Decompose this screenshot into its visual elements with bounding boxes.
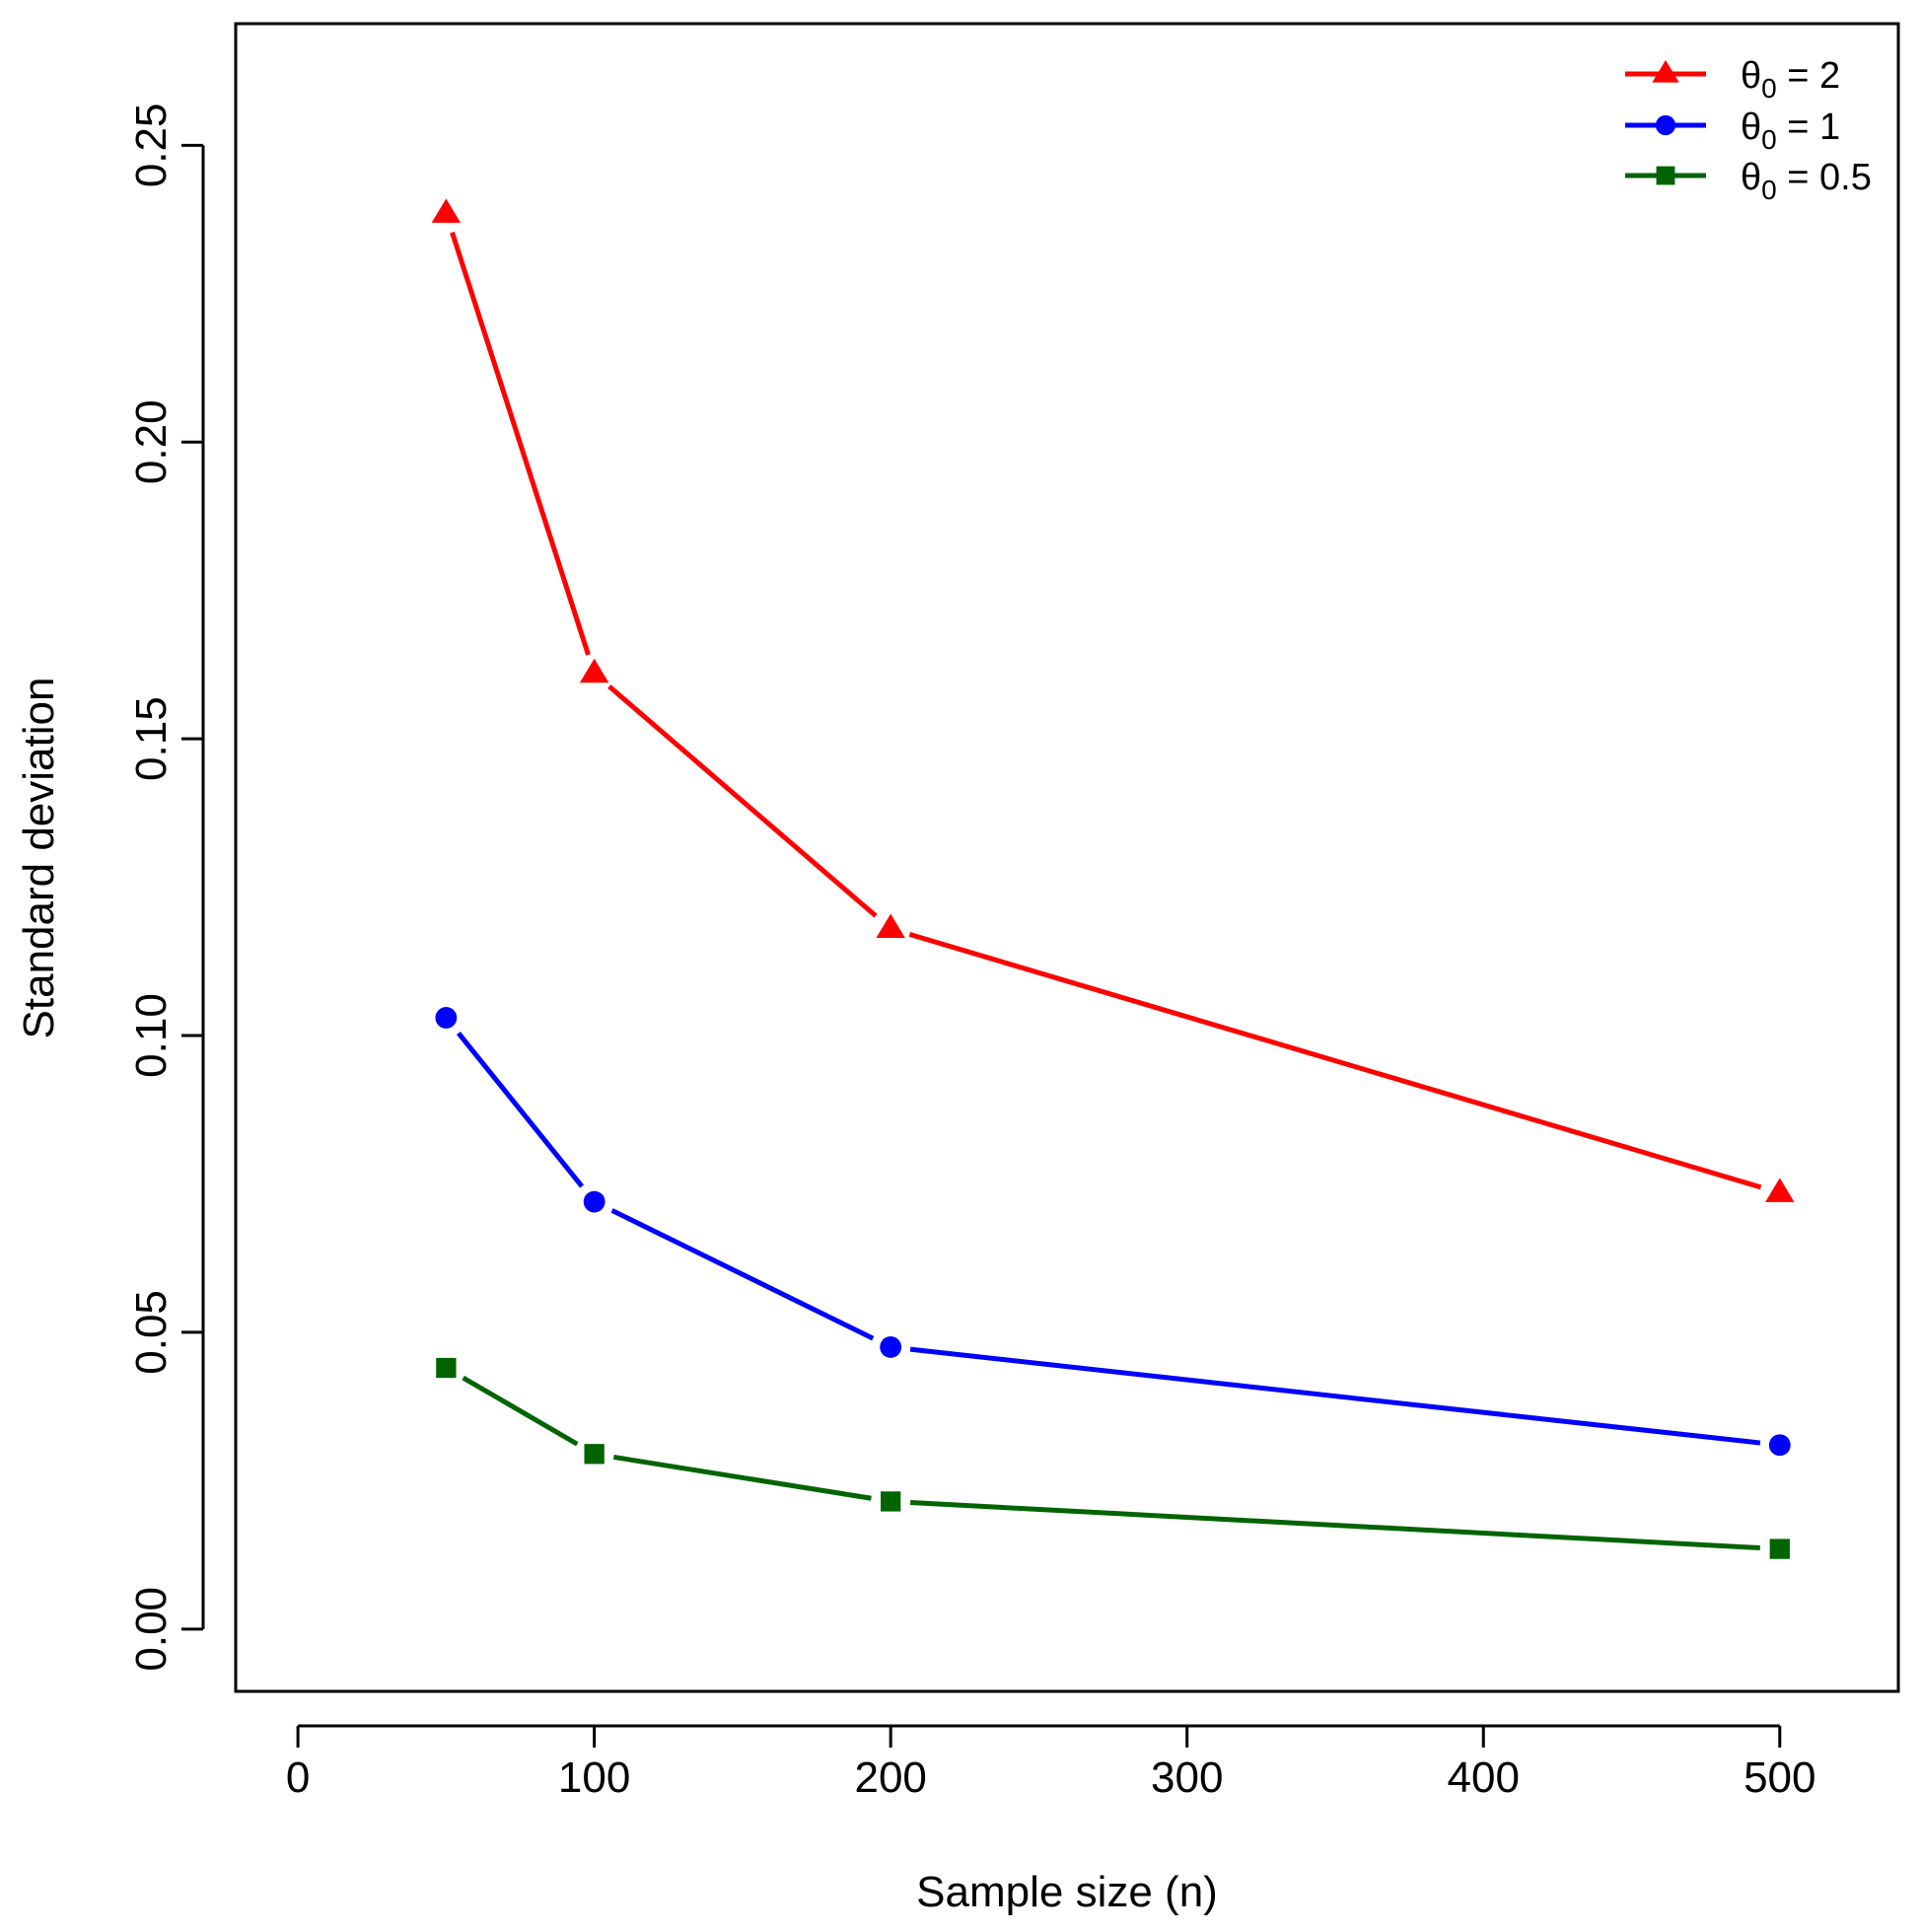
series-2 — [436, 1357, 1790, 1559]
y-tick-label: 0.20 — [127, 399, 176, 484]
series-line-segment — [462, 1375, 579, 1447]
circle-marker — [583, 1190, 605, 1213]
x-tick-label: 400 — [1448, 1753, 1520, 1802]
x-tick-label: 500 — [1744, 1753, 1815, 1802]
legend-subscript: 0 — [1761, 124, 1777, 155]
y-tick-label: 0.00 — [127, 1587, 176, 1672]
y-tick-label: 0.05 — [127, 1290, 176, 1375]
legend-symbol: θ — [1741, 55, 1761, 97]
square-marker — [1656, 166, 1675, 185]
circle-marker — [880, 1336, 902, 1358]
triangle-marker — [1765, 1178, 1795, 1202]
series-1 — [435, 1007, 1791, 1457]
series-0 — [431, 198, 1795, 1202]
y-tick-label: 0.10 — [127, 993, 176, 1078]
series-line-segment — [612, 1454, 872, 1501]
legend-value: = 1 — [1777, 107, 1840, 148]
legend-item: θ0 = 0.5 — [1625, 157, 1872, 205]
series-line-segment — [456, 1031, 585, 1188]
series-layer — [431, 198, 1795, 1559]
triangle-marker — [876, 913, 905, 939]
square-marker — [1769, 1538, 1790, 1559]
circle-marker — [435, 1007, 458, 1029]
triangle-marker — [431, 198, 462, 223]
square-marker — [436, 1357, 457, 1379]
legend-symbol: θ — [1741, 157, 1761, 198]
square-marker — [881, 1491, 901, 1512]
series-line-segment — [909, 1346, 1761, 1446]
legend-subscript: 0 — [1761, 175, 1777, 205]
legend: θ0 = 2θ0 = 1θ0 = 0.5 — [1625, 55, 1872, 205]
y-tick-label: 0.25 — [127, 104, 176, 188]
circle-marker — [1768, 1434, 1791, 1457]
series-line-segment — [910, 1500, 1760, 1551]
legend-label: θ0 = 0.5 — [1741, 157, 1872, 205]
series-line-segment — [607, 684, 878, 918]
legend-item: θ0 = 1 — [1625, 107, 1840, 155]
x-tick-label: 100 — [558, 1753, 630, 1802]
circle-marker — [1655, 114, 1676, 136]
legend-value: = 2 — [1777, 55, 1840, 97]
y-tick-label: 0.15 — [127, 696, 176, 781]
legend-label: θ0 = 2 — [1741, 55, 1840, 104]
square-marker — [584, 1444, 605, 1465]
legend-subscript: 0 — [1761, 73, 1777, 104]
triangle-marker — [1652, 59, 1679, 83]
x-axis-title: Sample size (n) — [916, 1868, 1218, 1916]
x-tick-label: 200 — [854, 1753, 926, 1802]
x-axis: 0 100 200 300 400 500 — [286, 1724, 1815, 1802]
series-line-segment — [450, 231, 591, 656]
series-line-segment — [610, 1208, 875, 1341]
legend-label: θ0 = 1 — [1741, 107, 1840, 155]
y-axis: 0.00 0.05 0.10 0.15 0.20 0.25 — [127, 104, 205, 1672]
legend-item: θ0 = 2 — [1625, 55, 1840, 104]
plot-frame — [234, 22, 1900, 1693]
y-axis-title: Standard deviation — [15, 678, 63, 1039]
x-tick-label: 0 — [286, 1753, 310, 1802]
x-tick-label: 300 — [1151, 1753, 1223, 1802]
legend-symbol: θ — [1741, 107, 1761, 148]
triangle-marker — [579, 658, 609, 683]
series-line-segment — [908, 932, 1762, 1190]
legend-value: = 0.5 — [1777, 157, 1872, 198]
